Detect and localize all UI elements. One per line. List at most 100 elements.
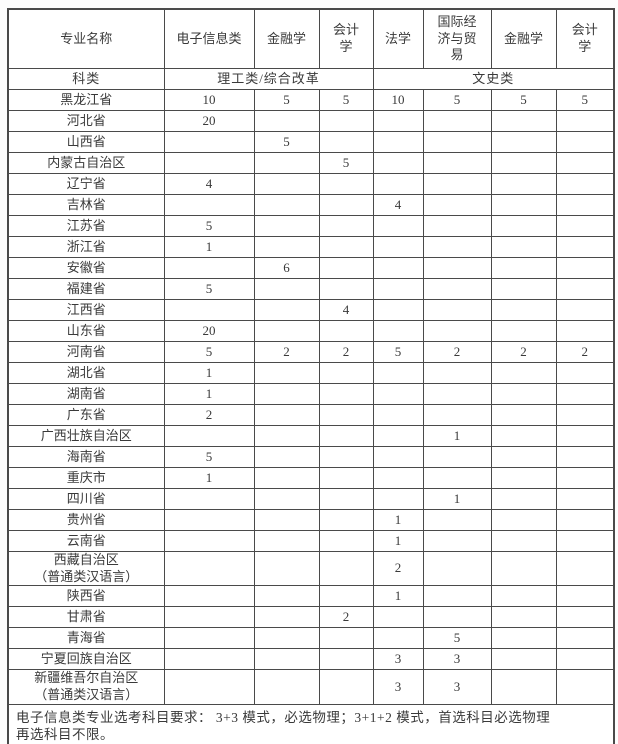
subject-category-row: 科类 理工类/综合改革 文史类 bbox=[7, 68, 615, 90]
plan-count-cell bbox=[422, 550, 492, 587]
plan-count-cell bbox=[422, 585, 492, 608]
footer-note: 电子信息类专业选考科目要求： 3+3 模式，必选物理；3+1+2 模式，首选科目… bbox=[7, 703, 615, 744]
plan-count-cell bbox=[318, 236, 374, 258]
plan-count-cell bbox=[422, 173, 492, 195]
plan-count-cell: 1 bbox=[163, 236, 255, 258]
plan-count-cell bbox=[490, 509, 557, 531]
plan-count-cell bbox=[372, 362, 424, 384]
plan-count-cell: 1 bbox=[422, 488, 492, 510]
plan-count-cell bbox=[490, 648, 557, 671]
plan-count-cell: 20 bbox=[163, 320, 255, 342]
plan-count-cell bbox=[422, 257, 492, 279]
plan-count-cell: 2 bbox=[253, 341, 320, 363]
plan-count-cell bbox=[318, 194, 374, 216]
plan-count-cell bbox=[318, 585, 374, 608]
plan-count-cell bbox=[422, 215, 492, 237]
plan-count-cell bbox=[555, 215, 615, 237]
plan-count-cell bbox=[422, 446, 492, 468]
plan-count-cell: 2 bbox=[318, 341, 374, 363]
plan-count-cell bbox=[490, 467, 557, 489]
plan-count-cell: 5 bbox=[253, 89, 320, 111]
plan-count-cell: 3 bbox=[372, 648, 424, 671]
province-cell: 吉林省 bbox=[7, 194, 165, 216]
plan-count-cell: 5 bbox=[163, 278, 255, 300]
province-cell: 广西壮族自治区 bbox=[7, 425, 165, 447]
plan-count-cell: 5 bbox=[490, 89, 557, 111]
province-cell: 河北省 bbox=[7, 110, 165, 132]
plan-count-cell: 2 bbox=[372, 550, 424, 587]
province-cell: 海南省 bbox=[7, 446, 165, 468]
plan-count-cell bbox=[555, 669, 615, 705]
plan-count-cell bbox=[555, 606, 615, 629]
province-cell: 山东省 bbox=[7, 320, 165, 342]
plan-count-cell: 5 bbox=[422, 627, 492, 650]
plan-count-cell bbox=[555, 236, 615, 258]
table-row: 四川省 1 bbox=[7, 488, 615, 510]
plan-count-cell bbox=[253, 585, 320, 608]
plan-count-cell bbox=[555, 383, 615, 405]
plan-count-cell: 10 bbox=[163, 89, 255, 111]
plan-count-cell bbox=[318, 446, 374, 468]
plan-count-cell bbox=[318, 110, 374, 132]
plan-count-cell: 2 bbox=[555, 341, 615, 363]
table-row: 辽宁省 4 bbox=[7, 173, 615, 195]
plan-count-cell bbox=[555, 320, 615, 342]
table-row: 江苏省 5 bbox=[7, 215, 615, 237]
plan-count-cell bbox=[555, 173, 615, 195]
table-row: 云南省 1 bbox=[7, 530, 615, 552]
plan-count-cell bbox=[253, 606, 320, 629]
plan-count-cell bbox=[163, 488, 255, 510]
plan-count-cell bbox=[490, 131, 557, 153]
province-cell: 安徽省 bbox=[7, 257, 165, 279]
plan-count-cell bbox=[490, 404, 557, 426]
plan-count-cell bbox=[490, 278, 557, 300]
plan-count-cell: 2 bbox=[163, 404, 255, 426]
plan-count-cell bbox=[490, 257, 557, 279]
plan-count-cell bbox=[318, 648, 374, 671]
plan-count-cell bbox=[555, 362, 615, 384]
plan-count-cell: 3 bbox=[422, 669, 492, 705]
table-row: 海南省 5 bbox=[7, 446, 615, 468]
province-cell: 内蒙古自治区 bbox=[7, 152, 165, 174]
header-major-law: 法学 bbox=[372, 8, 424, 69]
plan-count-cell bbox=[555, 446, 615, 468]
plan-count-cell bbox=[422, 152, 492, 174]
plan-count-cell: 5 bbox=[372, 341, 424, 363]
plan-count-cell bbox=[318, 425, 374, 447]
subject-group-science: 理工类/综合改革 bbox=[163, 68, 374, 90]
plan-count-cell bbox=[555, 278, 615, 300]
plan-count-cell bbox=[253, 509, 320, 531]
table-row: 河北省 20 bbox=[7, 110, 615, 132]
table-row: 湖南省 1 bbox=[7, 383, 615, 405]
plan-count-cell bbox=[555, 110, 615, 132]
plan-count-cell bbox=[163, 627, 255, 650]
header-major-name-label: 专业名称 bbox=[7, 8, 165, 69]
plan-count-cell bbox=[318, 669, 374, 705]
plan-count-cell bbox=[490, 152, 557, 174]
header-major-accounting-sci: 会计学 bbox=[318, 8, 374, 69]
plan-count-cell bbox=[490, 110, 557, 132]
plan-count-cell bbox=[253, 383, 320, 405]
plan-count-cell bbox=[372, 257, 424, 279]
plan-count-cell bbox=[372, 173, 424, 195]
plan-count-cell bbox=[163, 194, 255, 216]
footer-note-line2: 再选科目不限。 bbox=[16, 726, 114, 742]
plan-count-cell: 10 bbox=[372, 89, 424, 111]
plan-count-cell bbox=[372, 110, 424, 132]
plan-count-cell bbox=[253, 320, 320, 342]
plan-count-cell bbox=[555, 550, 615, 587]
province-cell: 重庆市 bbox=[7, 467, 165, 489]
plan-count-cell bbox=[372, 278, 424, 300]
province-cell: 山西省 bbox=[7, 131, 165, 153]
plan-count-cell bbox=[555, 509, 615, 531]
plan-count-cell: 6 bbox=[253, 257, 320, 279]
province-cell: 陕西省 bbox=[7, 585, 165, 608]
table-row: 重庆市 1 bbox=[7, 467, 615, 489]
plan-count-cell bbox=[555, 648, 615, 671]
subject-category-label: 科类 bbox=[7, 68, 165, 90]
plan-count-cell bbox=[318, 257, 374, 279]
province-cell: 宁夏回族自治区 bbox=[7, 648, 165, 671]
plan-count-cell bbox=[163, 509, 255, 531]
plan-count-cell bbox=[490, 194, 557, 216]
plan-count-cell bbox=[422, 194, 492, 216]
